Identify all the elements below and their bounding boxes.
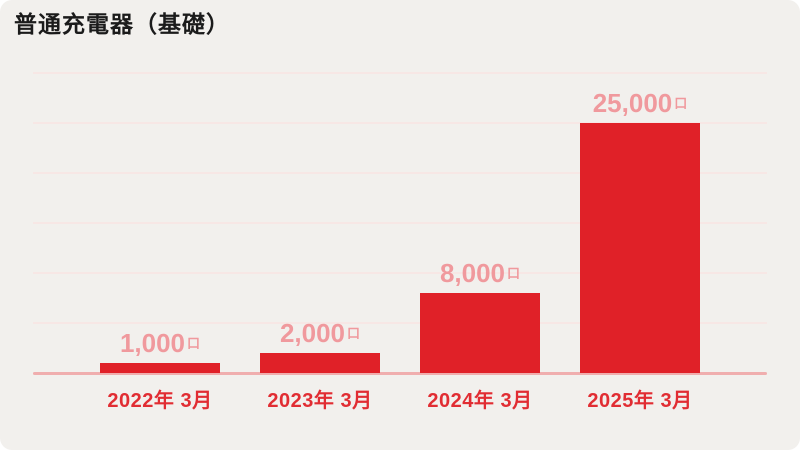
bar-value-unit: 口 <box>674 96 688 111</box>
bar-value-label: 2,000 口 <box>220 320 420 346</box>
bar <box>580 123 700 373</box>
category-label: 2022年 3月 <box>107 390 213 412</box>
category-label: 2023年 3月 <box>267 390 373 412</box>
gridline <box>33 122 767 124</box>
bar-value-number: 1,000 <box>119 328 186 358</box>
bar <box>100 363 220 373</box>
gridline <box>33 322 767 324</box>
gridline <box>33 72 767 74</box>
bar-value-number: 8,000 <box>439 258 506 288</box>
bar <box>260 353 380 373</box>
x-axis-line <box>33 372 767 375</box>
bar-value-number: 25,000 <box>592 88 673 118</box>
bar-value-label: 8,000 口 <box>380 260 580 286</box>
bar-value-label: 25,000 口 <box>540 90 740 116</box>
gridline <box>33 272 767 274</box>
category-label: 2025年 3月 <box>587 390 693 412</box>
bar-value-unit: 口 <box>507 266 521 281</box>
gridline <box>33 172 767 174</box>
chart-title: 普通充電器（基礎） <box>14 11 230 37</box>
bar-value-unit: 口 <box>347 326 361 341</box>
bar-value-label: 1,000 口 <box>60 330 260 356</box>
bar <box>420 293 540 373</box>
category-label: 2024年 3月 <box>427 390 533 412</box>
bar-value-number: 2,000 <box>279 318 346 348</box>
gridline <box>33 222 767 224</box>
bar-value-unit: 口 <box>187 336 201 351</box>
